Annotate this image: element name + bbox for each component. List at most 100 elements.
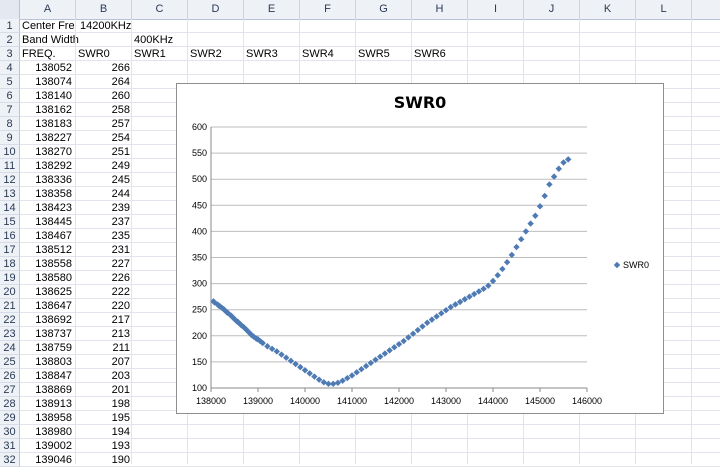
cell-freq[interactable]: 138692	[35, 314, 72, 326]
row-header-27[interactable]: 27	[0, 383, 20, 397]
row-header-26[interactable]: 26	[0, 369, 20, 383]
cell-freq[interactable]: 138162	[35, 104, 72, 116]
row-header-9[interactable]: 9	[0, 131, 20, 145]
cell-c3[interactable]: SWR1	[134, 48, 166, 60]
column-header-a[interactable]: A	[20, 0, 76, 19]
cell-a3[interactable]: FREQ.	[22, 48, 56, 60]
row-header-29[interactable]: 29	[0, 411, 20, 425]
cell-swr0[interactable]: 257	[111, 118, 130, 130]
cell-freq[interactable]: 138980	[35, 426, 72, 438]
row-header-13[interactable]: 13	[0, 187, 20, 201]
cell-freq[interactable]: 138227	[35, 132, 72, 144]
cell-swr0[interactable]: 245	[111, 174, 130, 186]
cell-swr0[interactable]: 198	[111, 398, 130, 410]
cell-swr0[interactable]: 195	[111, 412, 130, 424]
row-header-21[interactable]: 21	[0, 299, 20, 313]
cell-freq[interactable]: 138445	[35, 216, 72, 228]
row-header-31[interactable]: 31	[0, 439, 20, 453]
column-header-f[interactable]: F	[300, 0, 356, 19]
cell-freq[interactable]: 138647	[35, 300, 72, 312]
swr-chart[interactable]: SWR0 100 150 200 250 300 350 400 450 500 550 600 138…	[176, 83, 664, 414]
column-header-j[interactable]: J	[524, 0, 580, 19]
cell-swr0[interactable]: 222	[111, 286, 130, 298]
cell-swr0[interactable]: 203	[111, 370, 130, 382]
cell-swr0[interactable]: 201	[111, 384, 130, 396]
cell-freq[interactable]: 138292	[35, 160, 72, 172]
cell-swr0[interactable]: 260	[111, 90, 130, 102]
cell-swr0[interactable]: 239	[111, 202, 130, 214]
cell-f3[interactable]: SWR4	[302, 48, 334, 60]
row-header-1[interactable]: 1	[0, 19, 20, 33]
cell-freq[interactable]: 138869	[35, 384, 72, 396]
cell-c2[interactable]: 400KHz	[134, 34, 174, 46]
column-header-l[interactable]: L	[636, 0, 692, 19]
cell-freq[interactable]: 138467	[35, 230, 72, 242]
cell-freq[interactable]: 138737	[35, 328, 72, 340]
cell-freq[interactable]: 138759	[35, 342, 72, 354]
select-all-corner[interactable]	[0, 0, 20, 19]
row-header-8[interactable]: 8	[0, 117, 20, 131]
row-header-17[interactable]: 17	[0, 243, 20, 257]
cell-e3[interactable]: SWR3	[246, 48, 278, 60]
row-header-28[interactable]: 28	[0, 397, 20, 411]
cell-freq[interactable]: 139046	[35, 454, 72, 466]
cell-freq[interactable]: 138958	[35, 412, 72, 424]
cell-freq[interactable]: 138558	[35, 258, 72, 270]
cell-swr0[interactable]: 194	[111, 426, 130, 438]
cell-swr0[interactable]: 213	[111, 328, 130, 340]
cell-swr0[interactable]: 258	[111, 104, 130, 116]
row-header-23[interactable]: 23	[0, 327, 20, 341]
cell-freq[interactable]: 138140	[35, 90, 72, 102]
row-header-18[interactable]: 18	[0, 257, 20, 271]
cell-a2[interactable]: Band Width	[22, 34, 79, 46]
cell-h3[interactable]: SWR6	[414, 48, 446, 60]
row-header-12[interactable]: 12	[0, 173, 20, 187]
cell-swr0[interactable]: 193	[111, 440, 130, 452]
row-header-15[interactable]: 15	[0, 215, 20, 229]
row-header-24[interactable]: 24	[0, 341, 20, 355]
row-header-22[interactable]: 22	[0, 313, 20, 327]
cell-swr0[interactable]: 235	[111, 230, 130, 242]
cell-swr0[interactable]: 217	[111, 314, 130, 326]
row-header-25[interactable]: 25	[0, 355, 20, 369]
cell-swr0[interactable]: 231	[111, 244, 130, 256]
row-header-7[interactable]: 7	[0, 103, 20, 117]
cell-b3[interactable]: SWR0	[78, 48, 110, 60]
cell-freq[interactable]: 138913	[35, 398, 72, 410]
cell-swr0[interactable]: 264	[111, 76, 130, 88]
column-header-c[interactable]: C	[132, 0, 188, 19]
cell-swr0[interactable]: 226	[111, 272, 130, 284]
cell-g3[interactable]: SWR5	[358, 48, 390, 60]
cell-freq[interactable]: 138512	[35, 244, 72, 256]
cell-freq[interactable]: 138847	[35, 370, 72, 382]
cell-b1[interactable]: 14200KHz	[80, 20, 132, 32]
cell-swr0[interactable]: 237	[111, 216, 130, 228]
row-header-11[interactable]: 11	[0, 159, 20, 173]
column-header-e[interactable]: E	[244, 0, 300, 19]
row-header-5[interactable]: 5	[0, 75, 20, 89]
cell-freq[interactable]: 138074	[35, 76, 72, 88]
cell-freq[interactable]: 138423	[35, 202, 72, 214]
column-header-k[interactable]: K	[580, 0, 636, 19]
row-header-19[interactable]: 19	[0, 271, 20, 285]
column-header-b[interactable]: B	[76, 0, 132, 19]
cell-freq[interactable]: 138183	[35, 118, 72, 130]
cell-swr0[interactable]: 227	[111, 258, 130, 270]
cell-swr0[interactable]: 254	[111, 132, 130, 144]
row-header-14[interactable]: 14	[0, 201, 20, 215]
row-header-16[interactable]: 16	[0, 229, 20, 243]
row-header-6[interactable]: 6	[0, 89, 20, 103]
row-header-10[interactable]: 10	[0, 145, 20, 159]
column-header-h[interactable]: H	[412, 0, 468, 19]
cell-swr0[interactable]: 220	[111, 300, 130, 312]
cell-swr0[interactable]: 211	[112, 342, 130, 354]
cell-freq[interactable]: 138803	[35, 356, 72, 368]
cell-a1[interactable]: Center Fre	[22, 20, 75, 32]
cell-swr0[interactable]: 244	[111, 188, 130, 200]
row-header-3[interactable]: 3	[0, 47, 20, 61]
cell-swr0[interactable]: 249	[111, 160, 130, 172]
row-header-30[interactable]: 30	[0, 425, 20, 439]
cell-swr0[interactable]: 266	[111, 62, 130, 74]
cell-freq[interactable]: 139002	[35, 440, 72, 452]
row-header-4[interactable]: 4	[0, 61, 20, 75]
